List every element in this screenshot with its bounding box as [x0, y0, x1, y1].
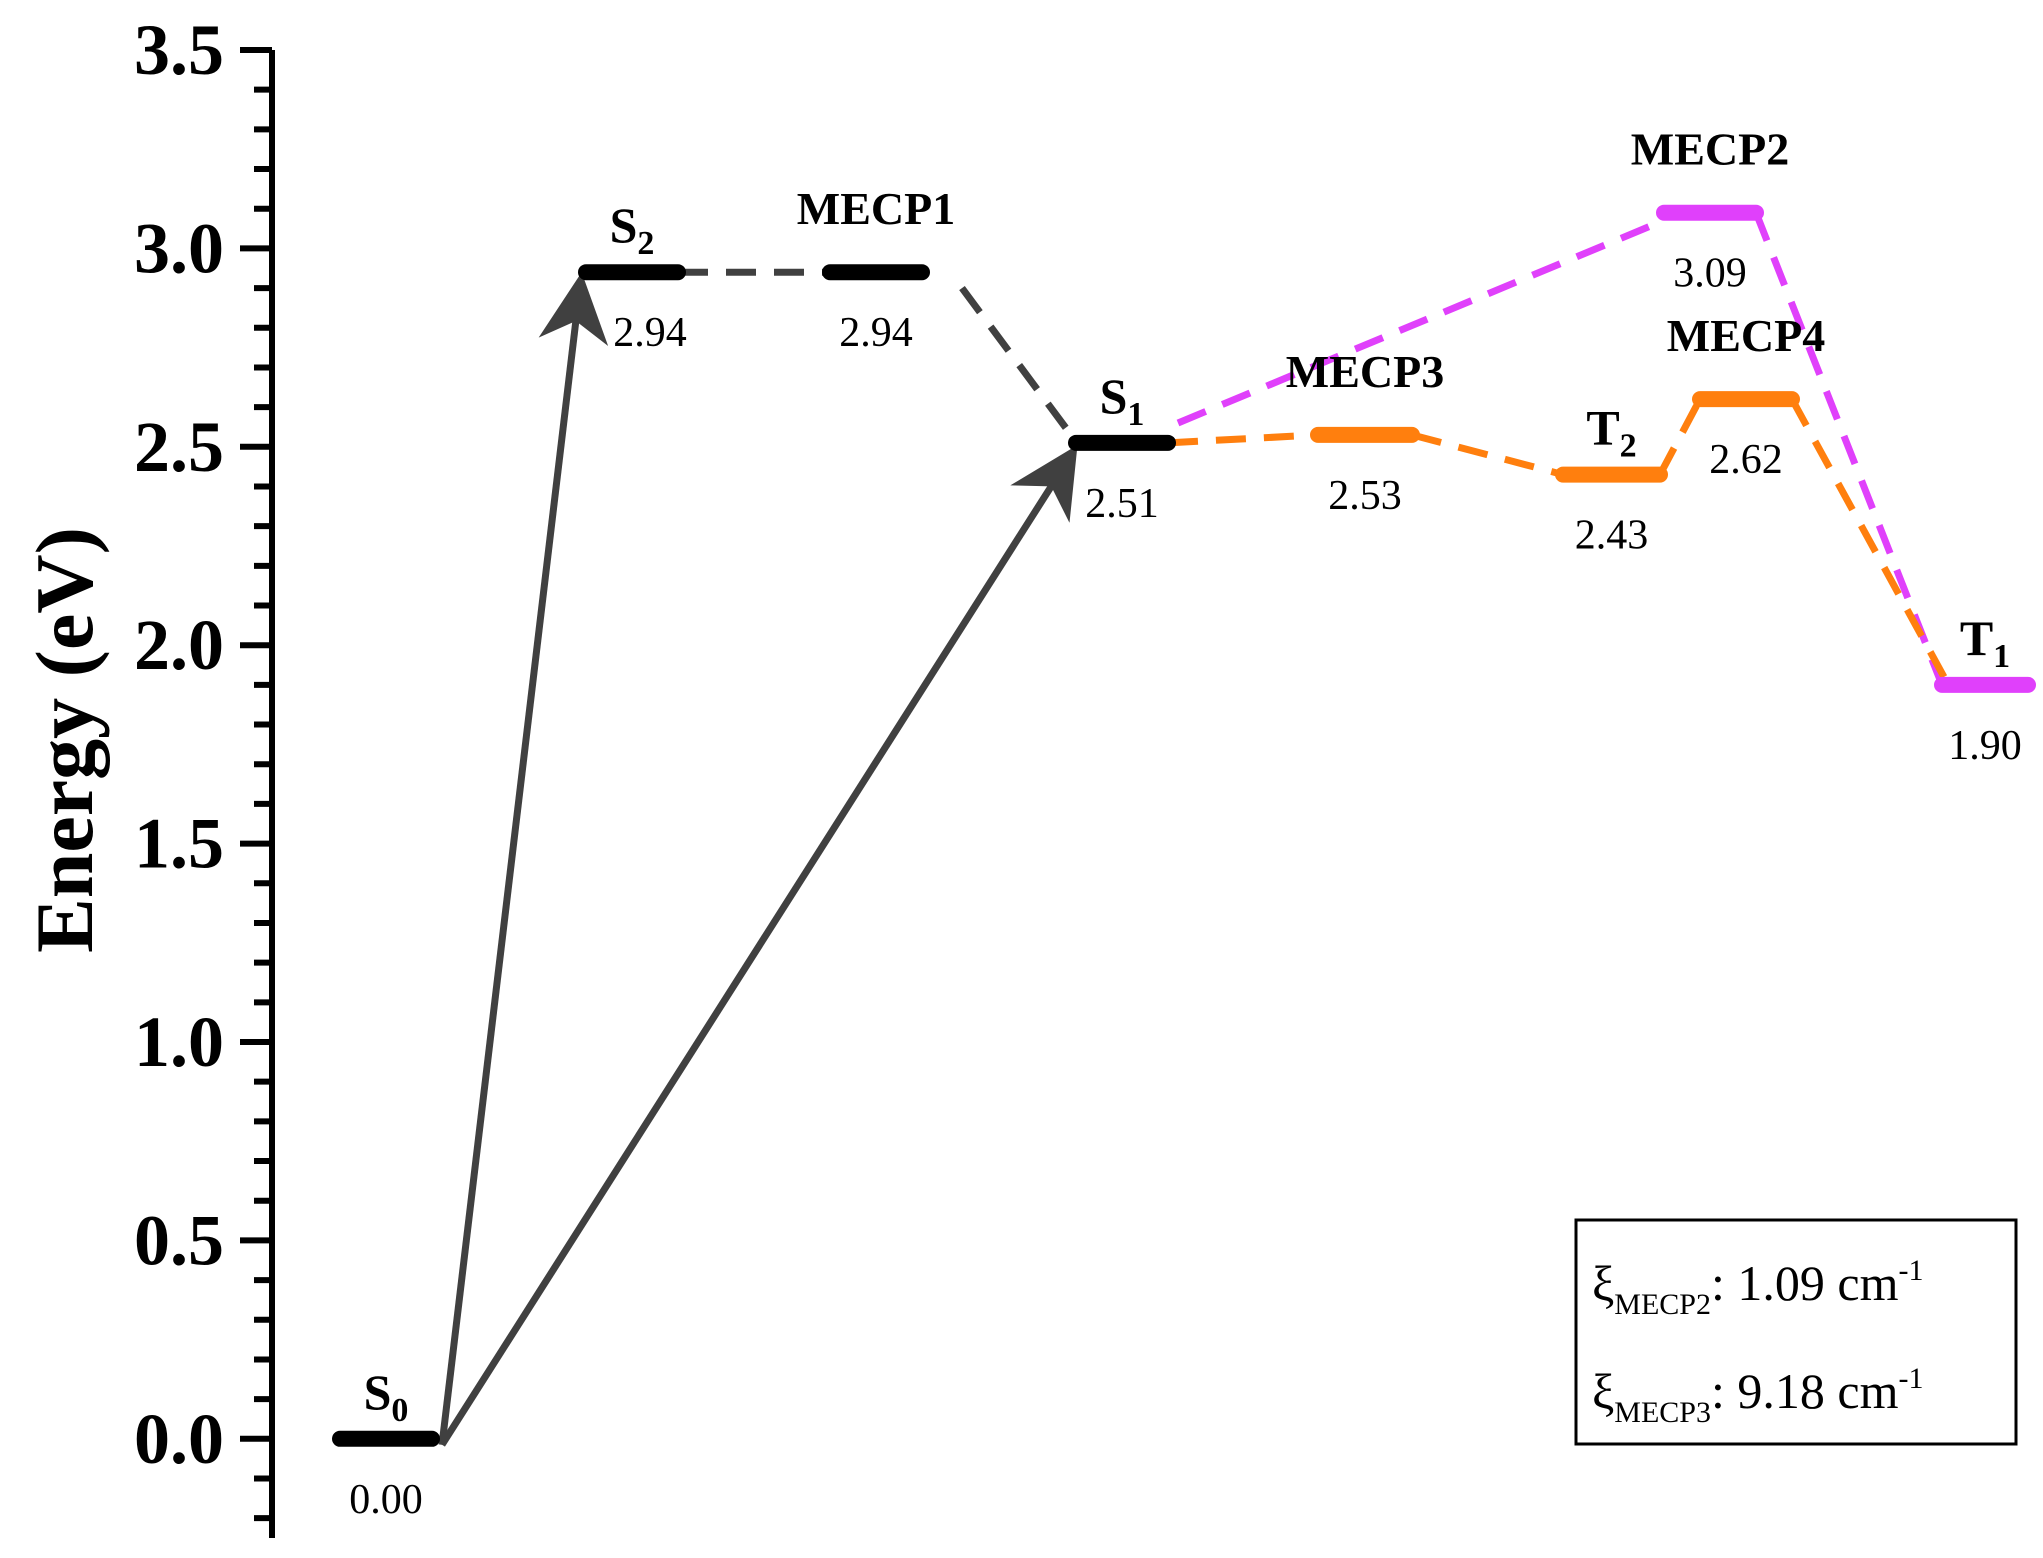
value-label-MECP1: 2.94 — [839, 310, 913, 356]
y-tick-label: 0.0 — [134, 1399, 224, 1479]
y-tick-label: 1.5 — [134, 804, 224, 884]
state-label-S2: S2 — [610, 197, 655, 262]
state-label-MECP4: MECP4 — [1667, 310, 1825, 361]
y-axis: 0.0 0.5 1.0 1.5 2.0 2.5 3.0 3.5 Energy (eV) — [19, 10, 275, 1538]
value-label-S2: 2.94 — [613, 310, 687, 356]
level-MECP4: MECP4 2.62 — [1667, 310, 1825, 483]
energy-levels: S0 0.00 S2 2.94 MECP1 2.94 S1 2.51 MECP3 2.53 T2 2.… — [332, 124, 2036, 1523]
value-label-MECP2: 3.09 — [1673, 251, 1747, 297]
level-T1: T1 1.90 — [1934, 610, 2036, 769]
value-label-S1: 2.51 — [1085, 481, 1159, 527]
y-axis-title: Energy (eV) — [19, 527, 110, 953]
y-tick-label: 0.5 — [134, 1200, 224, 1280]
arrow-S0-S1 — [439, 445, 1078, 1447]
arrow-S0-S2 — [438, 272, 609, 1446]
y-tick-label: 3.0 — [134, 208, 224, 288]
level-MECP1: MECP1 2.94 — [797, 183, 955, 356]
connection-MECP2-T1 — [1752, 211, 1946, 687]
value-label-T2: 2.43 — [1575, 513, 1649, 559]
state-label-MECP2: MECP2 — [1631, 124, 1789, 175]
state-label-S0: S0 — [364, 1364, 409, 1429]
level-MECP3: MECP3 2.53 — [1286, 346, 1444, 519]
connection-S1-MECP2 — [1176, 221, 1656, 427]
y-tick-label: 1.0 — [134, 1002, 224, 1082]
level-S2: S2 2.94 — [578, 197, 687, 356]
legend-box — [1574, 1218, 2018, 1446]
connection-MECP3-T2 — [1411, 431, 1564, 478]
state-label-MECP1: MECP1 — [797, 183, 955, 234]
legend: ξMECP2: 1.09 cm-1 ξMECP3: 9.18 cm-1 — [1574, 1218, 2018, 1446]
legend-entry: ξMECP3: 9.18 cm-1 — [1592, 1362, 1923, 1429]
value-label-MECP4: 2.62 — [1709, 437, 1783, 483]
legend-entry: ξMECP2: 1.09 cm-1 — [1592, 1254, 1923, 1321]
excitation-arrows — [438, 272, 1078, 1447]
connection-T2-MECP4 — [1656, 397, 1704, 477]
value-label-T1: 1.90 — [1948, 723, 2022, 769]
y-tick-label: 3.5 — [134, 10, 224, 90]
connection-S1-MECP3 — [1167, 431, 1319, 447]
state-label-S1: S1 — [1100, 368, 1145, 433]
state-label-T2: T2 — [1586, 400, 1636, 465]
level-S0: S0 0.00 — [332, 1364, 440, 1523]
level-MECP2: MECP2 3.09 — [1631, 124, 1789, 297]
level-S1: S1 2.51 — [1068, 368, 1176, 527]
connection-MECP1-S1 — [959, 285, 1077, 441]
y-tick-label: 2.0 — [134, 605, 224, 685]
state-label-T1: T1 — [1960, 610, 2010, 675]
value-label-MECP3: 2.53 — [1328, 473, 1402, 519]
value-label-S0: 0.00 — [349, 1477, 423, 1523]
connection-lines — [678, 211, 1948, 687]
y-tick-label: 2.5 — [134, 407, 224, 487]
state-label-MECP3: MECP3 — [1286, 346, 1444, 397]
connection-MECP4-T1 — [1788, 397, 1948, 679]
level-T2: T2 2.43 — [1555, 400, 1668, 559]
